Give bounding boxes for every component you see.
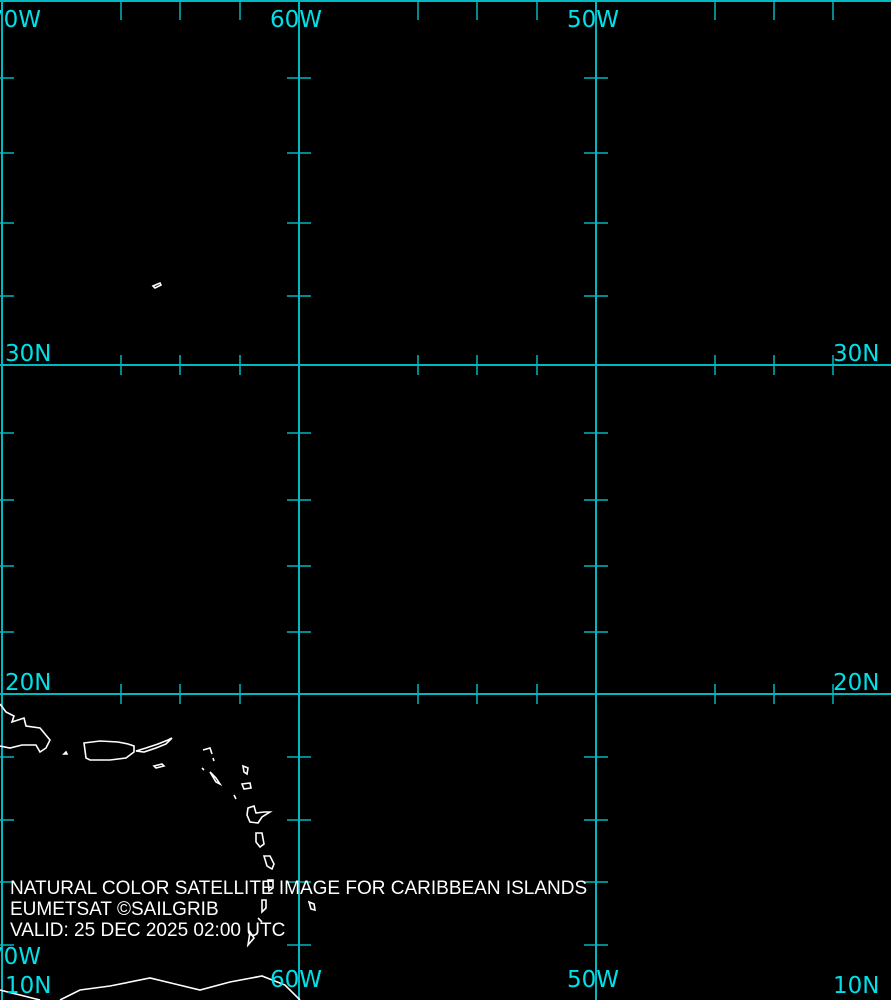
lon-label-top-60w: 60W — [270, 7, 323, 33]
caption-credit: EUMETSAT ©SAILGRIB — [10, 899, 219, 920]
lat-label-right-20n: 20N — [833, 670, 880, 696]
island-puerto-rico — [83, 740, 135, 761]
lon-label-bottom-50w: 50W — [567, 967, 620, 993]
island-bermuda — [151, 281, 163, 289]
caption-title: NATURAL COLOR SATELLITE IMAGE FOR CARIBB… — [10, 878, 588, 899]
lat-label-left-20n: 20N — [5, 670, 52, 696]
lat-label-right-30n: 30N — [833, 341, 880, 367]
lon-label-bottom-60w: 60W — [270, 967, 323, 993]
island-martinique — [262, 855, 275, 871]
island-dominica — [255, 832, 265, 849]
caption-valid-time: VALID: 25 DEC 2025 02:00 UTC — [10, 920, 286, 941]
lon-label-bottom-70w: 70W — [0, 944, 42, 970]
island-virgin-islands — [135, 737, 173, 753]
island-barbados — [307, 900, 316, 912]
islands-leeward — [201, 747, 252, 800]
lat-label-right-10n: 10N — [833, 973, 880, 999]
island-guadeloupe — [246, 804, 273, 824]
island-vieques — [152, 763, 166, 769]
island-mona — [62, 750, 69, 755]
lon-label-top-70w: 70W — [0, 7, 42, 33]
island-st-lucia — [267, 879, 274, 893]
island-hispaniola — [0, 703, 51, 754]
coast-south-america — [0, 975, 301, 1000]
island-st-vincent — [246, 899, 267, 948]
lat-label-left-10n: 10N — [5, 973, 52, 999]
lon-label-top-50w: 50W — [567, 7, 620, 33]
lat-label-left-30n: 30N — [5, 341, 52, 367]
